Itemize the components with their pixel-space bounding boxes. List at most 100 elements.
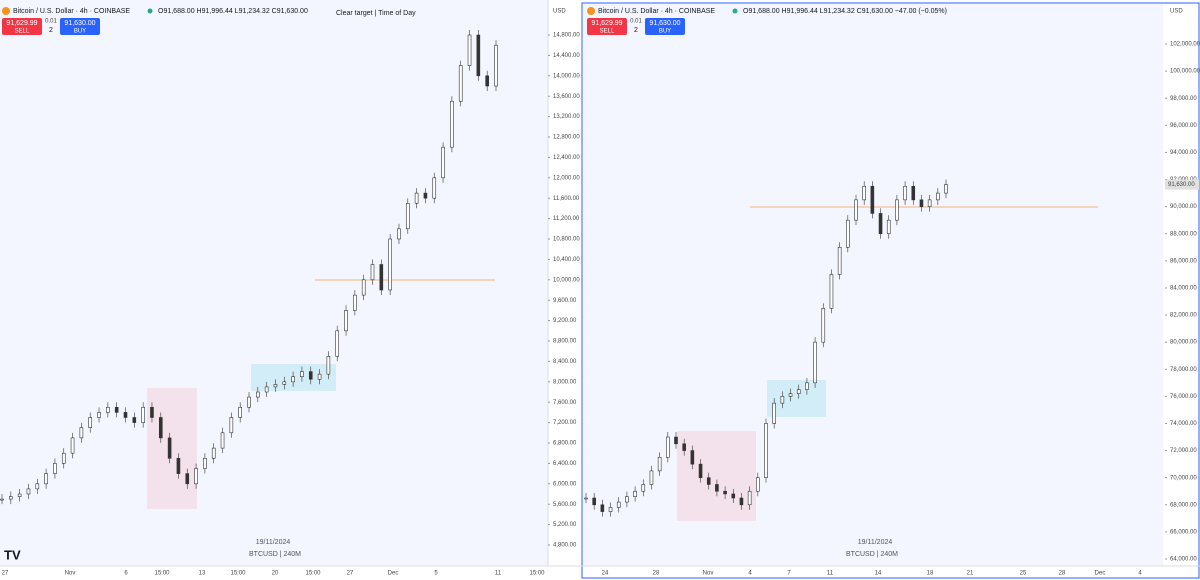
candle: [485, 75, 489, 87]
status-dot: [732, 8, 738, 14]
candle: [837, 246, 842, 275]
pane-bg: [583, 4, 1163, 566]
candle: [494, 44, 498, 87]
candle: [796, 389, 801, 394]
candle: [919, 199, 924, 207]
candle: [353, 294, 357, 311]
x-tick-label: 25: [1020, 571, 1027, 577]
watermark-date: 19/11/2024: [858, 539, 893, 546]
y-tick-label: 6,800.00: [553, 441, 577, 447]
candle: [44, 473, 48, 485]
y-tick-label: 5,200.00: [553, 522, 577, 528]
candle: [772, 402, 776, 424]
candle: [756, 477, 760, 492]
y-tick-label: 94,000.00: [1170, 150, 1197, 156]
y-tick-label: 5,600.00: [553, 502, 577, 508]
y-tick-label: 66,000.00: [1170, 529, 1197, 535]
candle: [388, 238, 392, 291]
candle: [878, 213, 883, 235]
candle: [194, 468, 198, 485]
y-tick-label: 8,400.00: [553, 359, 577, 365]
candle: [862, 186, 866, 201]
candle: [97, 412, 101, 418]
candle: [308, 371, 313, 380]
buy-button[interactable]: [645, 18, 685, 35]
candle: [584, 497, 588, 500]
y-tick-label: 12,000.00: [553, 175, 580, 181]
candle: [788, 393, 793, 397]
x-tick-label: Nov: [65, 571, 76, 577]
y-tick-label: 4,800.00: [553, 543, 577, 549]
candle: [633, 490, 637, 497]
y-tick-label: 90,000.00: [1170, 204, 1197, 210]
x-tick-label: 13: [199, 571, 206, 577]
y-tick-label: 72,000.00: [1170, 448, 1197, 454]
buy-price: 91,630.00: [64, 20, 95, 27]
y-tick-label: 9,600.00: [553, 298, 577, 304]
candle: [405, 203, 410, 230]
candle: [53, 463, 57, 474]
candle: [326, 355, 331, 375]
candle: [674, 436, 678, 445]
sell-button[interactable]: [2, 18, 42, 35]
sell-label: SELL: [15, 29, 30, 35]
buy-button[interactable]: [60, 18, 100, 35]
candle: [79, 427, 84, 439]
candle: [829, 274, 834, 309]
candle: [17, 493, 22, 497]
ohlc: O91,688.00 H91,996.44 L91,234.32 C91,630…: [743, 8, 947, 15]
candle: [780, 396, 785, 404]
y-tick-label: 7,600.00: [553, 400, 577, 406]
x-tick-label: 28: [1059, 571, 1066, 577]
candle: [870, 186, 875, 214]
ohlc: O91,688.00 H91,996.44 L91,234.32 C91,630…: [158, 8, 308, 15]
y-tick-label: 98,000.00: [1170, 96, 1197, 102]
last-price-tag: [1165, 179, 1199, 190]
x-tick-label: 7: [787, 571, 791, 577]
candle: [441, 146, 445, 179]
x-tick-label: 28: [653, 571, 660, 577]
candle: [414, 192, 419, 204]
sell-button[interactable]: [587, 18, 627, 35]
y-tick-label: 86,000.00: [1170, 258, 1197, 264]
y-tick-label: 84,000.00: [1170, 286, 1197, 292]
candle: [903, 186, 907, 201]
candle: [682, 443, 686, 451]
candle: [9, 496, 13, 500]
x-tick-label: Nov: [703, 571, 714, 577]
candle: [690, 450, 695, 465]
candle: [608, 507, 613, 512]
y-tick-label: 14,400.00: [553, 53, 580, 59]
candle: [158, 417, 163, 439]
sell-label: SELL: [600, 29, 615, 35]
x-tick-label: 20: [272, 571, 279, 577]
candle: [657, 457, 662, 472]
candle: [123, 412, 128, 418]
y-tick-label: 10,400.00: [553, 257, 580, 263]
y-tick-label: 74,000.00: [1170, 421, 1197, 427]
candle: [423, 192, 428, 199]
candle: [132, 417, 137, 423]
y-tick-label: 64,000.00: [1170, 557, 1197, 563]
candle: [450, 101, 454, 148]
y-tick-label: 11,600.00: [553, 196, 580, 202]
watermark-symbol: BTCUSD | 240M: [846, 551, 898, 558]
x-tick-label: 4: [748, 571, 752, 577]
sell-price: 91,629.99: [6, 20, 37, 27]
spread: 2: [634, 27, 638, 34]
x-tick-label: 14: [875, 571, 882, 577]
candle: [706, 477, 711, 485]
candle: [854, 199, 858, 221]
candle: [731, 493, 736, 499]
tools: Clear target | Time of Day: [336, 10, 416, 17]
x-tick-label: 4: [1138, 571, 1142, 577]
active-border: [581, 2, 1200, 579]
candle: [185, 473, 190, 485]
candle: [211, 447, 216, 459]
zone: [767, 380, 826, 417]
watermark-date: 19/11/2024: [256, 539, 291, 546]
candle: [317, 373, 322, 380]
candle: [203, 457, 207, 469]
candle: [649, 470, 654, 485]
